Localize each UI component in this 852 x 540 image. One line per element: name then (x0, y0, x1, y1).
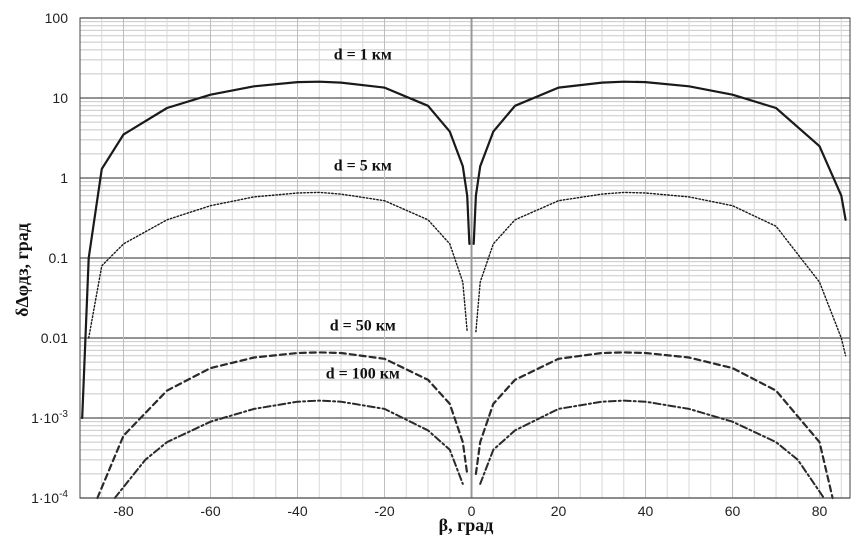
x-tick-label: -40 (287, 503, 307, 519)
series-labels: d = 1 км d = 5 км d = 50 км d = 100 км (326, 47, 400, 383)
x-tick-label: 40 (638, 503, 654, 519)
y-tick-label: 1 (60, 170, 68, 186)
series-line-3-left (96, 351, 469, 500)
series-label-4: d = 100 км (326, 366, 400, 383)
series-line-1-left (81, 80, 471, 420)
y-tick-label: 0.1 (49, 250, 69, 266)
series-line-1-right (472, 80, 847, 245)
x-tick-label: -80 (113, 503, 133, 519)
plot-frame (79, 17, 851, 499)
series-line-2-left (88, 191, 468, 339)
series-layer (81, 80, 847, 500)
series-label-3: d = 50 км (330, 317, 396, 334)
y-axis-label: δΔφдз, град (12, 223, 32, 317)
x-tick-label: -60 (200, 503, 220, 519)
y-tick-label: 1·10-4 (31, 489, 68, 506)
y-tick-label: 100 (45, 10, 69, 26)
series-line-3-right (474, 351, 834, 500)
x-tick-label: 60 (725, 503, 741, 519)
series-line-4-right (479, 399, 825, 499)
series-line-2-right (475, 191, 847, 357)
series-label-1: d = 1 км (334, 47, 392, 64)
x-axis-label: β, град (439, 515, 494, 535)
x-tick-label: -20 (374, 503, 394, 519)
y-tick-label: 10 (52, 90, 68, 106)
y-tick-label: 1·10-3 (31, 409, 68, 426)
x-tick-label: 80 (812, 503, 828, 519)
series-line-4-left (113, 399, 464, 499)
y-tick-label: 0.01 (41, 330, 68, 346)
series-label-2: d = 5 км (334, 157, 392, 174)
tick-labels: -80 -60 -40 -20 0 20 40 60 80 100 10 1 0.1 0.01 1·10-3… (31, 10, 827, 519)
x-tick-label: 0 (468, 503, 476, 519)
x-tick-label: 20 (551, 503, 567, 519)
